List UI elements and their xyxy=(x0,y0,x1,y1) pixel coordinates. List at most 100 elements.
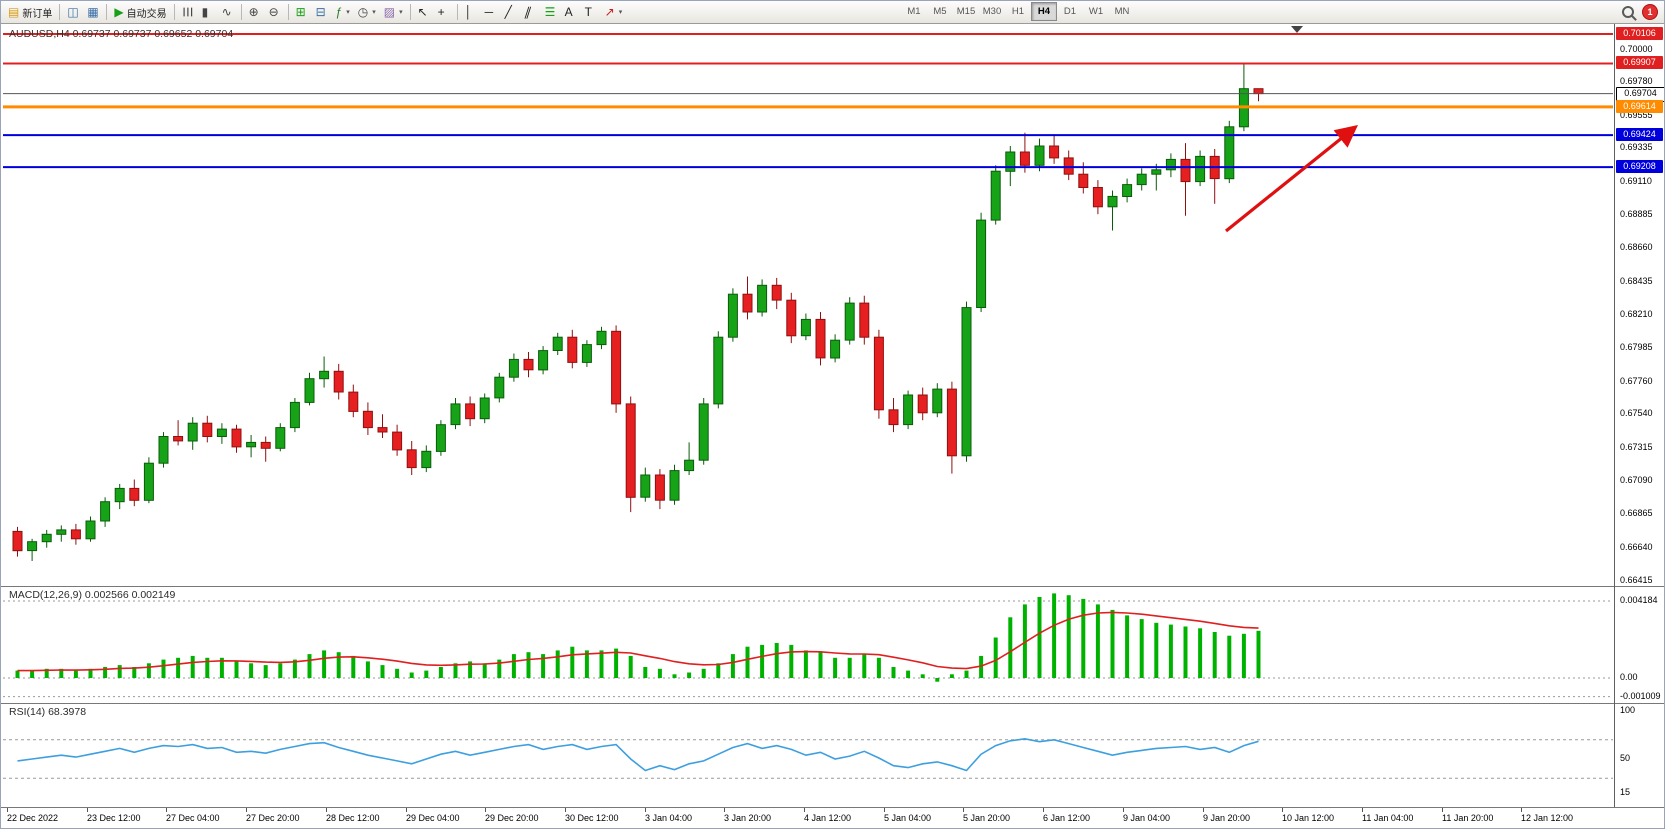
time-axis-tick xyxy=(7,808,8,812)
price-scale-label: 0.67985 xyxy=(1620,342,1653,352)
price-line-badge: 0.69614 xyxy=(1616,100,1663,113)
time-axis-label: 30 Dec 12:00 xyxy=(565,813,619,823)
trendline-icon[interactable]: ╱ xyxy=(501,3,521,22)
time-axis-label: 3 Jan 04:00 xyxy=(645,813,693,823)
timeframe-h1[interactable]: H1 xyxy=(1005,2,1031,21)
toolbar-separator xyxy=(106,4,108,20)
timeframe-h4[interactable]: H4 xyxy=(1031,2,1057,21)
timeframe-mn[interactable]: MN xyxy=(1109,2,1135,21)
profiles-icon-glyph: ▦ xyxy=(87,5,99,19)
vertical-line-icon-glyph: │ xyxy=(464,5,473,19)
time-axis-label: 5 Jan 20:00 xyxy=(963,813,1011,823)
price-line-badge: 0.69907 xyxy=(1616,56,1663,69)
fibonacci-icon[interactable]: ☰ xyxy=(541,3,561,22)
time-axis-tick xyxy=(724,808,725,812)
text-label-icon-glyph: T xyxy=(584,5,592,19)
price-scale-label: 0.68210 xyxy=(1620,309,1653,319)
zoom-out-icon[interactable]: ⊖ xyxy=(265,3,285,22)
bar-chart-icon[interactable]: ☰ xyxy=(178,3,198,22)
text-icon[interactable]: A xyxy=(561,3,581,22)
periods-icon[interactable]: ◷ ▾ xyxy=(354,3,380,22)
macd-indicator-label: MACD(12,26,9) 0.002566 0.002149 xyxy=(9,589,176,601)
profiles-icon[interactable]: ▦ xyxy=(83,3,103,22)
vertical-line-icon[interactable]: │ xyxy=(461,3,481,22)
search-icon[interactable] xyxy=(1622,6,1634,18)
macd-panel-separator[interactable] xyxy=(1,586,1664,587)
tile-windows-icon-glyph: ⊞ xyxy=(295,5,306,19)
indicators-icon[interactable]: ƒ ▾ xyxy=(332,3,354,22)
time-axis-label: 27 Dec 20:00 xyxy=(246,813,300,823)
rsi-scale-label: 100 xyxy=(1620,705,1636,715)
chart-shift-icon[interactable]: ⊟ xyxy=(312,3,332,22)
time-axis-label: 29 Dec 04:00 xyxy=(406,813,460,823)
macd-scale-label: 0.00 xyxy=(1620,672,1638,682)
horizontal-line-icon[interactable]: ─ xyxy=(481,3,501,22)
chevron-down-icon: ▾ xyxy=(372,9,376,16)
alerts-badge[interactable]: 1 xyxy=(1642,4,1658,20)
main-chart-canvas[interactable] xyxy=(1,1,1614,829)
text-icon-glyph: A xyxy=(564,5,573,19)
cursor-icon[interactable]: ↖ xyxy=(414,3,434,22)
crosshair-icon[interactable]: + xyxy=(434,3,454,22)
arrows-icon[interactable]: ↗ ▾ xyxy=(601,3,627,22)
time-axis-tick xyxy=(1203,808,1204,812)
equidistant-channel-icon[interactable]: ∥ xyxy=(521,3,541,22)
time-axis-label: 27 Dec 04:00 xyxy=(166,813,220,823)
timeframe-m15[interactable]: M15 xyxy=(953,2,979,21)
new-order-button[interactable]: ▤ 新订单 xyxy=(4,3,56,22)
charts-icon[interactable]: ◫ xyxy=(63,3,83,22)
line-chart-icon-glyph: ∿ xyxy=(221,5,232,19)
price-line-badge: 0.69208 xyxy=(1616,160,1663,173)
price-scale-label: 0.68660 xyxy=(1620,242,1653,252)
timeframe-w1[interactable]: W1 xyxy=(1083,2,1109,21)
rsi-scale-label: 50 xyxy=(1620,753,1631,763)
toolbar-button-group: ▤ 新订单 ◫ ▦ ▶ 自动交易 ☰ ▮ ∿ ⊕ ⊖ ⊞ ⊟ ƒ ▾ ◷ ▾ ▨ ▾ ↖ + │ ─ ╱ ∥ ☰ A T ↗ ▾ xyxy=(1,1,1664,23)
line-chart-icon[interactable]: ∿ xyxy=(218,3,238,22)
macd-scale-label: 0.004184 xyxy=(1620,595,1658,605)
time-axis-label: 6 Jan 12:00 xyxy=(1043,813,1091,823)
time-axis-tick xyxy=(1442,808,1443,812)
auto-trading-button[interactable]: ▶ 自动交易 xyxy=(110,3,170,22)
time-axis-tick xyxy=(804,808,805,812)
candlestick-chart-icon[interactable]: ▮ xyxy=(198,3,218,22)
templates-icon-glyph: ▨ xyxy=(383,5,396,19)
price-scale-label: 0.67315 xyxy=(1620,442,1653,452)
auto-trading-button-label: 自动交易 xyxy=(126,8,167,20)
rsi-panel-separator[interactable] xyxy=(1,703,1664,704)
time-axis-tick xyxy=(1362,808,1363,812)
toolbar-right-group: 1 xyxy=(1622,4,1658,20)
zoom-in-icon-glyph: ⊕ xyxy=(248,5,259,19)
auto-trading-glyph: ▶ xyxy=(114,5,124,19)
charts-icon-glyph: ◫ xyxy=(67,5,79,19)
new-order-glyph: ▤ xyxy=(8,5,20,19)
text-label-icon[interactable]: T xyxy=(581,3,601,22)
timeframe-d1[interactable]: D1 xyxy=(1057,2,1083,21)
tile-windows-icon[interactable]: ⊞ xyxy=(292,3,312,22)
chart-shift-icon-glyph: ⊟ xyxy=(315,5,326,19)
time-axis-tick xyxy=(485,808,486,812)
price-scale-label: 0.69110 xyxy=(1620,176,1652,186)
timeframe-m1[interactable]: M1 xyxy=(901,2,927,21)
price-axis[interactable]: 0.70106 0.69907 0.69704 0.69614 0.69424 0.692… xyxy=(1615,1,1664,828)
time-axis-label: 3 Jan 20:00 xyxy=(724,813,772,823)
price-scale-label: 0.67760 xyxy=(1620,376,1653,386)
zoom-out-icon-glyph: ⊖ xyxy=(268,5,279,19)
price-scale-label: 0.67540 xyxy=(1620,408,1653,418)
candlestick-chart-icon-glyph: ▮ xyxy=(201,5,209,19)
cursor-icon-glyph: ↖ xyxy=(417,5,428,19)
price-scale-label: 0.66640 xyxy=(1620,542,1653,552)
templates-icon[interactable]: ▨ ▾ xyxy=(380,3,407,22)
timeframe-m5[interactable]: M5 xyxy=(927,2,953,21)
time-axis-tick xyxy=(246,808,247,812)
time-axis-label: 4 Jan 12:00 xyxy=(804,813,852,823)
time-axis-tick xyxy=(565,808,566,812)
zoom-in-icon[interactable]: ⊕ xyxy=(245,3,265,22)
time-axis-label: 5 Jan 04:00 xyxy=(884,813,932,823)
toolbar-separator xyxy=(173,4,175,20)
toolbar-separator xyxy=(287,4,289,20)
timeframe-m30[interactable]: M30 xyxy=(979,2,1005,21)
time-axis-tick xyxy=(406,808,407,812)
main-toolbar: ▤ 新订单 ◫ ▦ ▶ 自动交易 ☰ ▮ ∿ ⊕ ⊖ ⊞ ⊟ ƒ ▾ ◷ ▾ ▨ ▾ ↖ + │ ─ ╱ ∥ ☰ A T ↗ ▾ M1 M5… xyxy=(1,1,1664,24)
price-scale-label: 0.68885 xyxy=(1620,209,1653,219)
